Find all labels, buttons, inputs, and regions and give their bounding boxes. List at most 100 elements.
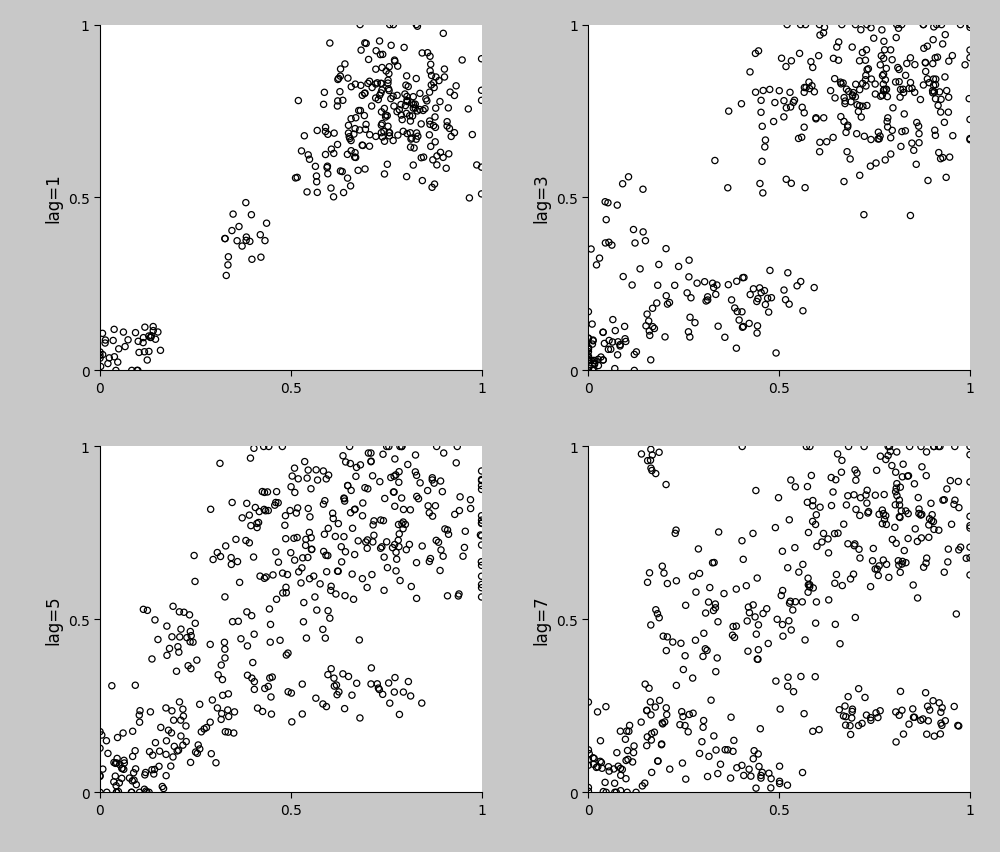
Point bbox=[889, 477, 905, 491]
Point bbox=[644, 727, 660, 740]
Point bbox=[328, 588, 344, 602]
Point bbox=[431, 536, 447, 550]
Point bbox=[152, 344, 168, 358]
Point bbox=[962, 551, 978, 565]
Point bbox=[834, 579, 850, 593]
Point bbox=[871, 133, 887, 147]
Point bbox=[889, 446, 905, 459]
Point bbox=[389, 553, 405, 567]
Point bbox=[753, 769, 769, 782]
Point bbox=[741, 606, 757, 619]
Point bbox=[586, 364, 602, 377]
Point bbox=[116, 757, 132, 770]
Point bbox=[300, 502, 316, 515]
Point bbox=[831, 36, 847, 49]
Point bbox=[682, 331, 698, 344]
Point bbox=[845, 87, 861, 101]
Point bbox=[702, 581, 718, 595]
Point bbox=[927, 52, 943, 66]
Point bbox=[373, 119, 389, 133]
Point bbox=[131, 346, 147, 360]
Point bbox=[927, 130, 943, 143]
Point bbox=[796, 82, 812, 95]
Point bbox=[772, 759, 788, 773]
Point bbox=[377, 135, 393, 149]
Point bbox=[136, 346, 152, 360]
Point bbox=[147, 763, 163, 776]
Point bbox=[441, 528, 457, 542]
Point bbox=[772, 702, 788, 716]
Point bbox=[443, 130, 459, 144]
Point bbox=[589, 259, 605, 273]
Point bbox=[410, 130, 426, 144]
Point bbox=[863, 73, 879, 87]
Point bbox=[654, 560, 670, 573]
Point bbox=[607, 362, 623, 376]
Point bbox=[805, 61, 821, 75]
Point bbox=[626, 348, 642, 362]
Point bbox=[139, 354, 155, 367]
Point bbox=[135, 337, 151, 350]
Point bbox=[884, 124, 900, 138]
Point bbox=[962, 519, 978, 532]
Point bbox=[158, 701, 174, 715]
Point bbox=[627, 237, 643, 250]
Point bbox=[378, 65, 394, 78]
Point bbox=[164, 704, 180, 717]
Point bbox=[962, 52, 978, 66]
Point bbox=[962, 113, 978, 127]
Point bbox=[772, 777, 788, 791]
Point bbox=[863, 134, 879, 147]
Point bbox=[349, 461, 365, 475]
Point bbox=[836, 92, 852, 106]
Point bbox=[257, 682, 273, 695]
Point bbox=[284, 715, 300, 728]
Point bbox=[900, 469, 916, 483]
Point bbox=[385, 135, 401, 148]
Point bbox=[933, 717, 949, 730]
Point bbox=[858, 489, 874, 503]
Point bbox=[419, 95, 435, 108]
Point bbox=[750, 747, 766, 761]
Point bbox=[644, 766, 660, 780]
Point bbox=[941, 55, 957, 69]
Point bbox=[342, 458, 358, 471]
Point bbox=[100, 746, 116, 760]
Point bbox=[680, 325, 696, 339]
Point bbox=[937, 29, 953, 43]
Point bbox=[98, 734, 114, 748]
Point bbox=[593, 756, 609, 769]
Point bbox=[379, 535, 395, 549]
Point bbox=[774, 52, 790, 66]
Point bbox=[836, 176, 852, 189]
Point bbox=[888, 537, 904, 550]
Point bbox=[751, 45, 767, 59]
Point bbox=[640, 576, 656, 590]
Point bbox=[228, 532, 244, 546]
Point bbox=[214, 707, 230, 721]
Point bbox=[383, 471, 399, 485]
Point bbox=[330, 95, 346, 108]
Point bbox=[387, 500, 403, 514]
Point bbox=[403, 133, 419, 147]
Point bbox=[172, 630, 188, 644]
Point bbox=[363, 446, 379, 460]
Point bbox=[429, 158, 445, 172]
Point bbox=[296, 130, 312, 143]
Point bbox=[432, 95, 448, 109]
Point bbox=[171, 646, 187, 659]
Point bbox=[888, 76, 904, 89]
Point bbox=[224, 496, 240, 509]
Point bbox=[586, 357, 602, 371]
Point bbox=[583, 243, 599, 256]
Point bbox=[837, 98, 853, 112]
Point bbox=[668, 574, 684, 588]
Point bbox=[845, 89, 861, 102]
Point bbox=[698, 295, 714, 308]
Point bbox=[751, 760, 767, 774]
Point bbox=[320, 604, 336, 618]
Point bbox=[694, 735, 710, 749]
Point bbox=[953, 541, 969, 555]
Point bbox=[373, 542, 389, 556]
Point bbox=[868, 157, 884, 170]
